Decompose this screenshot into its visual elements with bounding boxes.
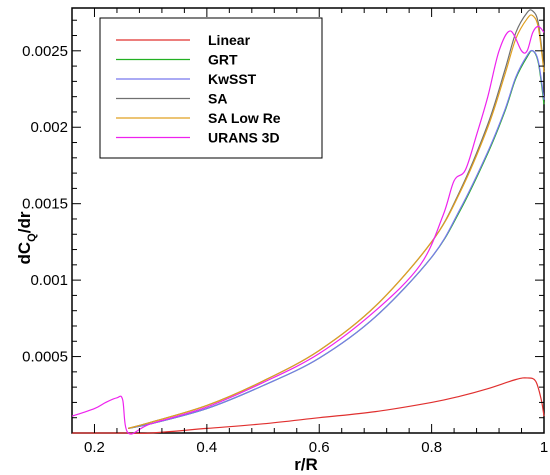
legend-label-sa-low-re: SA Low Re — [208, 110, 281, 126]
x-tick-label: 0.6 — [309, 439, 330, 456]
legend-label-urans-3d: URANS 3D — [208, 130, 280, 146]
axis-ticks: 0.2 0.4 0.6 0.8 1 0.0005 0.001 0.0015 0.002 0.002… — [22, 8, 548, 456]
series-lines — [71, 9, 545, 435]
y-tick-label: 0.0005 — [22, 349, 68, 366]
legend-label-kwsst: KwSST — [208, 71, 257, 87]
y-axis-label-main: dC — [15, 242, 34, 265]
series-line-linear — [71, 377, 545, 434]
plot-frame — [71, 7, 545, 434]
x-tick-label: 1 — [540, 439, 548, 456]
legend-label-linear: Linear — [208, 32, 251, 48]
y-tick-label: 0.001 — [30, 272, 68, 289]
legend-label-grt: GRT — [208, 52, 238, 68]
series-line-urans-3d — [71, 25, 545, 435]
plot-frame-rect — [71, 7, 545, 434]
y-axis-label-tail: /dr — [15, 211, 34, 233]
legend-label-sa: SA — [208, 91, 227, 107]
legend: Linear GRT KwSST SA SA Low Re URANS 3D — [99, 17, 323, 159]
y-tick-label: 0.0025 — [22, 43, 68, 60]
y-tick-label: 0.002 — [30, 119, 68, 136]
series-line-kwsst — [128, 49, 545, 429]
y-axis-label-sub: Q — [26, 233, 38, 242]
y-axis-label: dCQ/dr — [15, 211, 38, 264]
x-tick-label: 0.2 — [84, 439, 105, 456]
x-tick-label: 0.4 — [196, 439, 217, 456]
y-tick-label: 0.0015 — [22, 196, 68, 213]
x-axis-label: r/R — [294, 455, 318, 474]
series-line-sa-low-re — [128, 14, 545, 429]
x-tick-label: 0.8 — [421, 439, 442, 456]
legend-box — [99, 17, 323, 159]
